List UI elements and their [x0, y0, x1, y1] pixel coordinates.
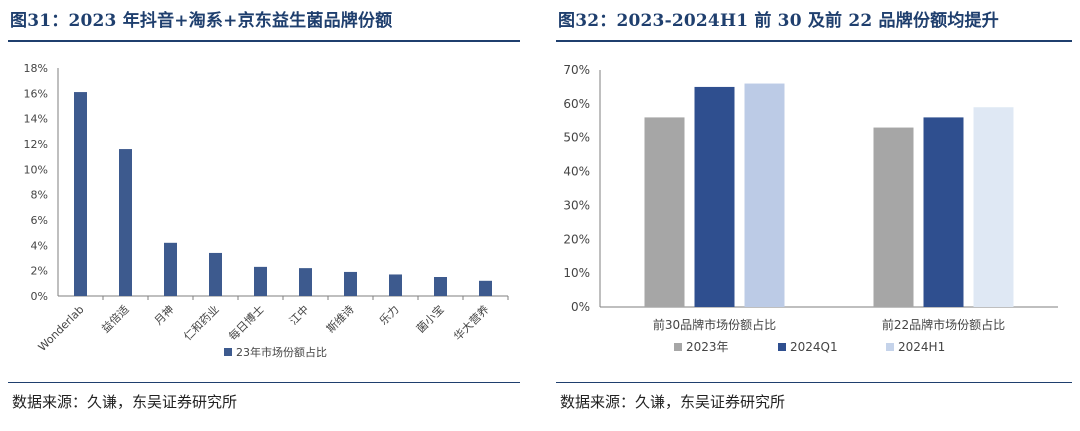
legend-swatch — [674, 343, 682, 351]
legend-label: 2023年 — [686, 340, 729, 354]
x-tick-label: 每日博士 — [226, 302, 267, 343]
x-tick-label: 益倍适 — [98, 302, 131, 335]
bar — [209, 252, 222, 296]
y-tick-label: 10% — [24, 163, 48, 176]
bar — [923, 117, 964, 308]
right-chart-source: 数据来源：久谦，东吴证券研究所 — [560, 393, 786, 411]
legend-label: 2024Q1 — [790, 340, 838, 354]
right-chart-panel: 图32：2023-2024H1 前 30 及前 22 品牌份额均提升 0% 10%… — [548, 0, 1080, 431]
right-chart-title: 图32：2023-2024H1 前 30 及前 22 品牌份额均提升 — [558, 11, 999, 31]
y-tick-label: 10% — [563, 266, 590, 280]
bar — [479, 280, 492, 296]
y-tick-label: 70% — [563, 63, 590, 77]
legend-swatch — [224, 348, 232, 356]
left-source-rule — [8, 382, 520, 383]
left-bar-chart: 0% 2% 4% 6% 8% 10% 12% 14% 16% 18% Wonderlab 益倍适 月神仁… — [24, 62, 509, 359]
y-tick-label: 40% — [563, 165, 590, 179]
x-tick-label: 月神 — [151, 302, 176, 327]
y-tick-label: 4% — [31, 239, 48, 252]
bar — [389, 274, 402, 296]
x-tick-label: 菌小宝 — [413, 302, 446, 335]
right-title-rule — [556, 40, 1072, 42]
bar — [344, 271, 357, 296]
y-tick-label: 30% — [563, 198, 590, 212]
y-tick-label: 16% — [24, 87, 48, 100]
y-tick-label: 12% — [24, 138, 48, 151]
left-title-rule — [8, 40, 520, 42]
y-tick-label: 0% — [571, 300, 590, 314]
y-tick-label: 20% — [563, 232, 590, 246]
left-chart-panel: 图31：2023 年抖音+淘系+京东益生菌品牌份额 0% 2% 4% 6% 8% 10% 1… — [0, 0, 530, 431]
bar — [694, 86, 735, 307]
x-tick-label: 江中 — [287, 303, 312, 328]
y-tick-label: 14% — [24, 113, 48, 126]
bar — [973, 107, 1014, 307]
left-chart-source: 数据来源：久谦，东吴证券研究所 — [12, 393, 238, 411]
y-tick-label: 18% — [24, 62, 48, 75]
left-chart-title: 图31：2023 年抖音+淘系+京东益生菌品牌份额 — [10, 11, 393, 31]
bar — [164, 242, 177, 296]
right-source-rule — [556, 382, 1072, 383]
x-tick-label: Wonderlab — [36, 303, 87, 354]
x-tick-label: 前22品牌市场份额占比 — [882, 317, 1005, 332]
y-tick-label: 0% — [31, 290, 48, 303]
y-tick-label: 2% — [31, 265, 48, 278]
legend-label: 23年市场份额占比 — [236, 345, 327, 359]
bar — [119, 149, 132, 296]
x-tick-label: 前30品牌市场份额占比 — [653, 317, 776, 332]
x-tick-label: 仁和药业 — [181, 303, 221, 343]
bar — [644, 117, 685, 308]
y-tick-label: 8% — [31, 189, 48, 202]
y-tick-label: 60% — [563, 97, 590, 111]
bar — [873, 127, 914, 307]
x-tick-label: 乐力 — [377, 303, 402, 328]
y-tick-label: 50% — [563, 131, 590, 145]
bar — [254, 266, 267, 296]
bar — [744, 83, 785, 307]
bar — [299, 268, 312, 296]
bar — [434, 277, 447, 296]
bar — [74, 92, 87, 296]
x-tick-label: 斯维诗 — [323, 302, 356, 335]
y-tick-label: 6% — [31, 214, 48, 227]
legend-swatch — [886, 343, 894, 351]
legend-label: 2024H1 — [898, 340, 945, 354]
x-tick-label: 华大营养 — [451, 302, 492, 343]
legend-swatch — [778, 343, 786, 351]
right-bar-chart: 0% 10% 20% 30% 40% 50% 60% 70% 前30品牌市场份额占比 前22品牌市… — [563, 63, 1058, 354]
